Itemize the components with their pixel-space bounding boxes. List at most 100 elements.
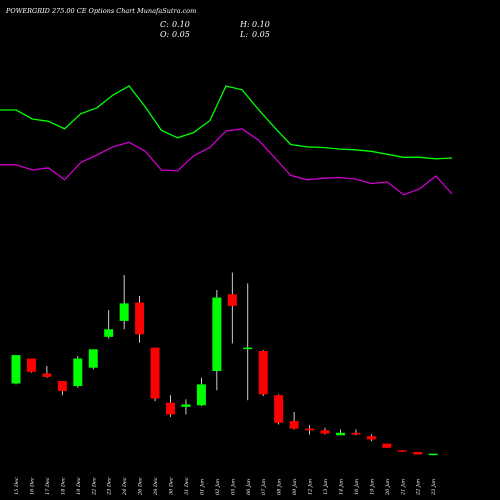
date-tick-label: 14 Jan — [338, 479, 344, 495]
date-tick-label: 08 Jan — [277, 479, 283, 495]
candle-body-up — [11, 355, 21, 384]
candle-body-down — [305, 428, 315, 431]
candle — [104, 310, 114, 339]
date-tick-label: 12 Jan — [308, 479, 314, 495]
open-value: 0.05 — [172, 30, 190, 39]
date-tick-label: 16 Jan — [354, 479, 360, 495]
date-tick-label: 13 Jan — [323, 479, 329, 495]
candle — [181, 399, 191, 415]
candles — [11, 272, 438, 456]
candle-body-up — [88, 349, 98, 368]
date-tick-label: 05 Jan — [230, 479, 236, 495]
candle — [73, 355, 83, 388]
upper-indicator-line — [0, 85, 453, 160]
candle — [11, 355, 21, 385]
date-tick-label: 30 Dec — [169, 477, 175, 495]
candle — [274, 394, 284, 425]
date-tick-label: 20 Jan — [385, 479, 391, 496]
date-tick-label: 19 Dec — [76, 477, 82, 495]
date-tick-label: 22 Jan — [416, 479, 422, 496]
candle-body-up — [181, 404, 191, 407]
date-tick-label: 23 Jan — [431, 479, 437, 496]
close-label: C: — [160, 20, 169, 29]
candle — [413, 451, 423, 455]
candle — [397, 450, 407, 452]
candle — [289, 411, 299, 430]
candle — [166, 395, 175, 417]
date-tick-label: 26 Dec — [138, 477, 144, 496]
date-tick-label: 22 Dec — [91, 477, 97, 496]
candle-body-up — [212, 297, 222, 372]
chart-title: POWERGRID 275.00 CE Options Chart Munafa… — [5, 7, 196, 15]
candle — [305, 425, 315, 435]
date-tick-label: 23 Dec — [107, 477, 113, 496]
candle-body-down — [382, 443, 392, 448]
high-value: 0.10 — [252, 20, 270, 29]
candle — [26, 358, 36, 373]
date-axis: 15 Dec 16 Dec 17 Dec 18 Dec 19 Dec 22 Dec 23 D… — [14, 477, 437, 496]
candle — [42, 366, 52, 378]
candle-body-down — [227, 294, 237, 306]
lower-indicator-line — [0, 128, 453, 196]
candle-body-up — [428, 453, 438, 456]
candle — [227, 272, 237, 344]
indicator-lines — [0, 85, 453, 196]
candle-body-down — [413, 451, 423, 455]
candle-body-down — [289, 421, 299, 429]
candle-body-down — [57, 381, 67, 392]
date-tick-label: 21 Jan — [400, 479, 406, 496]
candle-body-down — [258, 350, 268, 395]
candle-body-down — [397, 450, 407, 452]
date-tick-label: 02 Jan — [215, 479, 221, 495]
low-value: 0.05 — [252, 30, 270, 39]
candle-body-down — [351, 432, 361, 435]
candle — [57, 381, 67, 396]
candle-body-down — [320, 430, 330, 434]
candle-body-down — [274, 395, 284, 423]
candle — [135, 295, 145, 343]
low-label: L: — [239, 30, 248, 39]
candle-body-down — [166, 402, 175, 415]
candle — [428, 453, 438, 456]
date-tick-label: 31 Dec — [184, 477, 190, 495]
candle — [150, 347, 160, 402]
date-tick-label: 16 Dec — [29, 477, 35, 495]
candle-body-up — [243, 347, 253, 350]
candle — [351, 429, 361, 436]
candle — [335, 429, 345, 436]
candle-body-down — [42, 373, 52, 377]
candle — [88, 349, 98, 370]
candle — [196, 377, 206, 407]
candle — [243, 283, 253, 401]
date-tick-label: 19 Jan — [369, 479, 375, 495]
candle-body-up — [104, 329, 114, 337]
candle-body-down — [26, 358, 36, 372]
candle-body-up — [335, 432, 345, 436]
close-value: 0.10 — [172, 20, 190, 29]
candle — [382, 443, 392, 448]
date-tick-label: 24 Dec — [122, 477, 128, 496]
open-label: O: — [160, 30, 170, 39]
date-tick-label: 09 Jan — [292, 479, 298, 495]
date-tick-label: 06 Jan — [246, 479, 252, 495]
high-label: H: — [239, 20, 250, 29]
candle-body-up — [196, 384, 206, 406]
date-tick-label: 18 Dec — [60, 477, 66, 495]
candle — [258, 350, 268, 397]
candle-body-up — [73, 358, 83, 387]
date-tick-label: 07 Jan — [261, 479, 267, 495]
date-tick-label: 29 Dec — [153, 477, 159, 496]
candle-body-down — [135, 302, 145, 335]
candle — [320, 427, 330, 435]
candle-body-up — [119, 303, 129, 321]
candle — [366, 434, 376, 442]
candle-body-down — [366, 436, 376, 440]
candle — [119, 275, 129, 330]
date-tick-label: 17 Dec — [45, 477, 51, 495]
date-tick-label: 01 Jan — [199, 479, 205, 495]
date-tick-label: 15 Dec — [14, 477, 20, 495]
candle — [212, 290, 222, 391]
candle-body-down — [150, 347, 160, 399]
